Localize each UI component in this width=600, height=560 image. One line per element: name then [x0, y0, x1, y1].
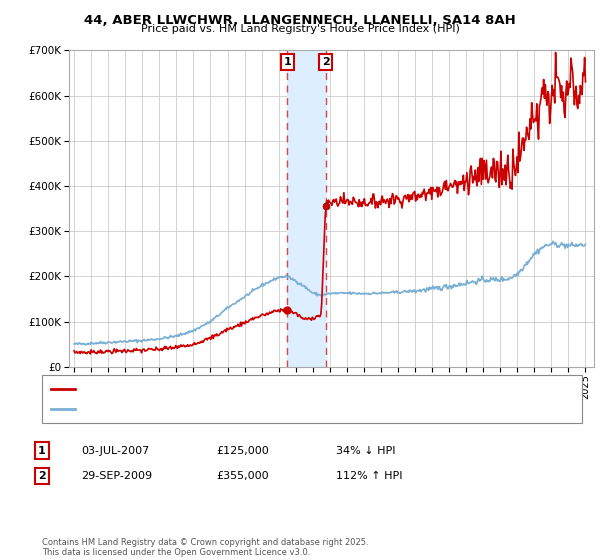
Text: 1: 1 [283, 57, 291, 67]
Text: 44, ABER LLWCHWR, LLANGENNECH, LLANELLI, SA14 8AH (detached house): 44, ABER LLWCHWR, LLANGENNECH, LLANELLI,… [81, 384, 455, 394]
Text: 112% ↑ HPI: 112% ↑ HPI [336, 471, 403, 481]
Text: 29-SEP-2009: 29-SEP-2009 [81, 471, 152, 481]
Text: Price paid vs. HM Land Registry's House Price Index (HPI): Price paid vs. HM Land Registry's House … [140, 24, 460, 34]
Text: Contains HM Land Registry data © Crown copyright and database right 2025.
This d: Contains HM Land Registry data © Crown c… [42, 538, 368, 557]
Text: 2: 2 [322, 57, 329, 67]
Text: £355,000: £355,000 [216, 471, 269, 481]
Text: 2: 2 [38, 471, 46, 481]
Text: 1: 1 [38, 446, 46, 456]
Bar [287, 50, 326, 367]
Text: 03-JUL-2007: 03-JUL-2007 [81, 446, 149, 456]
Text: HPI: Average price, detached house, Carmarthenshire: HPI: Average price, detached house, Carm… [81, 404, 344, 414]
Text: 34% ↓ HPI: 34% ↓ HPI [336, 446, 395, 456]
Text: £125,000: £125,000 [216, 446, 269, 456]
Text: 44, ABER LLWCHWR, LLANGENNECH, LLANELLI, SA14 8AH: 44, ABER LLWCHWR, LLANGENNECH, LLANELLI,… [84, 14, 516, 27]
